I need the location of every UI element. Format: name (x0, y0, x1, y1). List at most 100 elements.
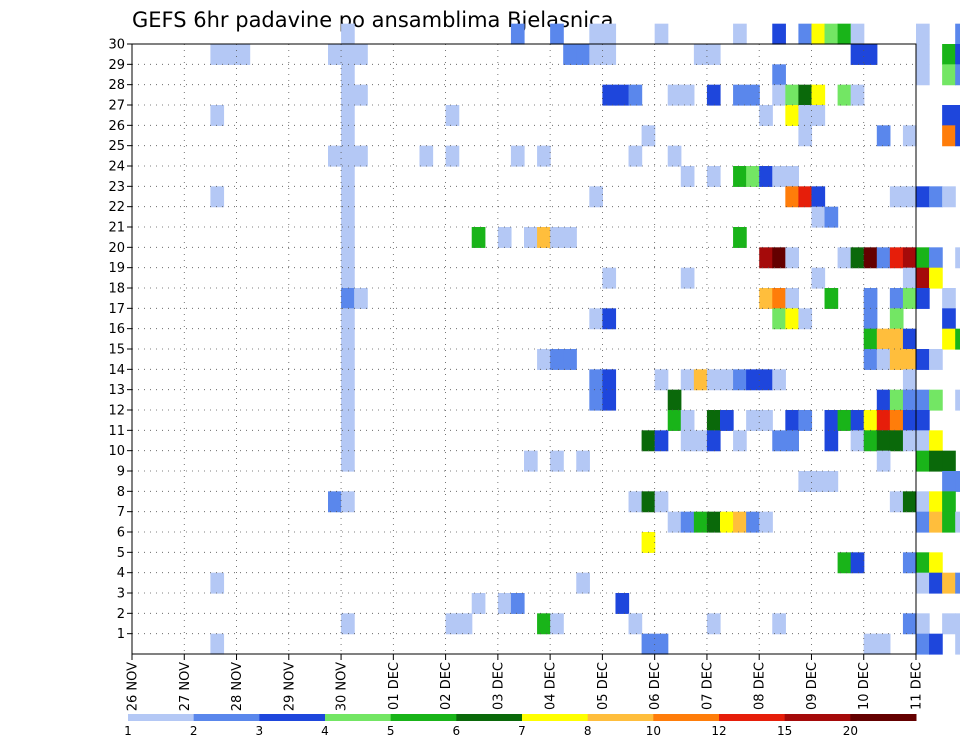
heatmap-cell (942, 572, 956, 594)
heatmap-cell (824, 410, 839, 431)
heatmap-cell (341, 267, 355, 289)
heatmap-cell (772, 369, 786, 391)
heatmap-cell (589, 186, 603, 208)
heatmap-cell (706, 410, 721, 431)
heatmap-cell (942, 511, 956, 533)
heatmap-cell (641, 532, 656, 553)
colorbar-swatch (128, 714, 195, 721)
heatmap-cell (759, 247, 773, 269)
heatmap-cell (341, 145, 355, 167)
heatmap-cell (341, 308, 355, 330)
heatmap-cell (811, 206, 826, 228)
heatmap-cell (876, 328, 891, 350)
heatmap-cell (955, 23, 960, 45)
heatmap-cell (798, 125, 813, 147)
heatmap-cell (602, 369, 617, 391)
heatmap-cell (942, 450, 956, 472)
heatmap-cell (798, 471, 813, 492)
y-tick-label: 12 (108, 404, 125, 419)
heatmap-cell (746, 369, 760, 391)
heatmap-cell (902, 288, 917, 309)
x-tick-label: 05 DEC (596, 662, 611, 710)
heatmap-cell (772, 64, 786, 86)
x-tick-label: 04 DEC (544, 662, 559, 710)
heatmap-cells (210, 23, 960, 655)
heatmap-cell (772, 84, 786, 106)
heatmap-cell (772, 308, 786, 330)
heatmap-cell (902, 125, 917, 147)
heatmap-cell (706, 613, 721, 635)
x-tick-label: 07 DEC (700, 662, 715, 710)
y-tick-label: 16 (108, 322, 125, 337)
heatmap-cell (942, 186, 956, 208)
heatmap-cell (445, 613, 460, 635)
heatmap-cell (772, 288, 786, 309)
x-tick-label: 28 NOV (230, 662, 245, 711)
heatmap-cell (341, 613, 355, 635)
heatmap-cell (759, 288, 773, 309)
heatmap-cell (628, 84, 643, 106)
y-tick-label: 30 (108, 38, 125, 53)
heatmap-cell (916, 267, 930, 289)
heatmap-cell (680, 410, 695, 431)
heatmap-cell (445, 105, 460, 126)
heatmap-cell (680, 511, 695, 533)
heatmap-cell (929, 267, 943, 289)
heatmap-cell (667, 410, 682, 431)
y-tick-label: 28 (108, 78, 125, 93)
heatmap-cell (955, 389, 960, 411)
heatmap-cell (419, 145, 434, 167)
x-tick-label: 02 DEC (439, 662, 454, 710)
heatmap-cell (916, 450, 930, 472)
y-tick-label: 22 (108, 200, 125, 215)
heatmap-cell (876, 430, 891, 452)
y-tick-label: 10 (108, 444, 125, 459)
heatmap-cell (902, 410, 917, 431)
heatmap-cell (916, 23, 930, 45)
heatmap-cell (341, 125, 355, 147)
heatmap-cell (798, 186, 813, 208)
heatmap-cell (837, 410, 852, 431)
x-tick-label: 29 NOV (282, 662, 297, 711)
colorbar-swatch (653, 714, 720, 721)
heatmap-cell (850, 84, 865, 106)
heatmap-cell (863, 430, 878, 452)
heatmap-cell (641, 430, 656, 452)
heatmap-cell (942, 125, 956, 147)
heatmap-cell (563, 349, 577, 370)
heatmap-cell (863, 410, 878, 431)
heatmap-cell (785, 166, 799, 187)
heatmap-cell (902, 430, 917, 452)
heatmap-cell (955, 511, 960, 533)
heatmap-cell (341, 84, 355, 106)
colorbar-tick-label: 1 (124, 724, 132, 738)
heatmap-cell (942, 328, 956, 350)
heatmap-cell (706, 430, 721, 452)
heatmap-cell (667, 145, 682, 167)
heatmap-cell (811, 84, 826, 106)
heatmap-cell (955, 572, 960, 594)
heatmap-cell (667, 511, 682, 533)
heatmap-cell (524, 450, 538, 472)
colorbar-swatch (850, 714, 917, 721)
heatmap-cell (889, 308, 904, 330)
heatmap-cell (341, 227, 355, 248)
heatmap-cell (902, 369, 917, 391)
heatmap-cell (811, 471, 826, 492)
colorbar-swatch (522, 714, 589, 721)
heatmap-cell (916, 247, 930, 269)
heatmap-cell (876, 247, 891, 269)
heatmap-cell (236, 44, 251, 65)
heatmap-cell (798, 23, 813, 45)
heatmap-cell (537, 349, 551, 370)
heatmap-cell (733, 227, 747, 248)
heatmap-cell (641, 125, 656, 147)
heatmap-cell (680, 430, 695, 452)
heatmap-cell (537, 613, 551, 635)
heatmap-cell (680, 267, 695, 289)
y-tick-label: 13 (108, 383, 125, 398)
heatmap-cell (328, 145, 342, 167)
y-tick-label: 19 (108, 261, 125, 276)
y-tick-label: 20 (108, 241, 125, 256)
